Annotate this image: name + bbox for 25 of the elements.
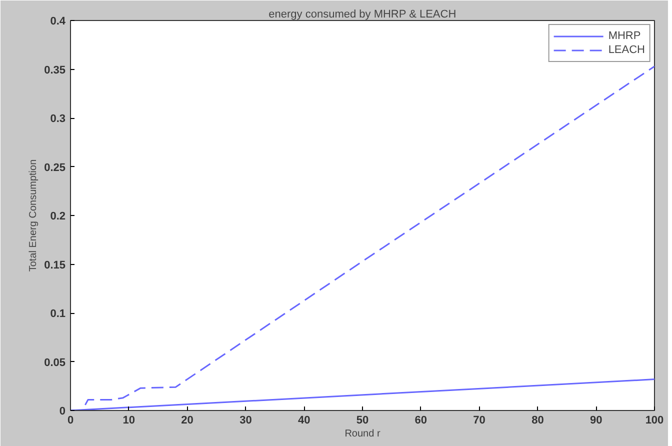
x-tick-label: 50 <box>356 414 369 426</box>
y-tick-label: 0.1 <box>50 308 66 320</box>
x-tick-label: 40 <box>298 414 310 426</box>
chart-title: energy consumed by MHRP & LEACH <box>268 8 456 20</box>
y-tick-label: 0.2 <box>50 210 66 222</box>
y-tick-label: 0.4 <box>50 16 66 28</box>
y-tick-label: 0.05 <box>44 356 66 369</box>
x-tick-label: 100 <box>645 414 664 426</box>
x-axis-title: Round r <box>344 428 381 440</box>
y-tick-label: 0 <box>59 406 66 418</box>
x-tick-label: 70 <box>473 414 486 426</box>
legend-label: MHRP <box>608 29 641 43</box>
x-tick-label: 20 <box>181 414 194 426</box>
x-tick-label: 30 <box>240 414 252 426</box>
y-tick-label: 0.25 <box>44 162 66 174</box>
x-tick-label: 10 <box>122 414 136 426</box>
y-tick-label: 0.35 <box>44 64 66 76</box>
x-tick-label: 0 <box>67 414 74 426</box>
legend-label: LEACH <box>608 43 645 57</box>
y-axis-title: Total Energ Consumption <box>28 159 40 272</box>
x-tick-label: 60 <box>414 414 428 426</box>
y-tick-label: 0.3 <box>50 113 66 125</box>
x-tick-label: 80 <box>532 414 544 426</box>
y-tick-label: 0.15 <box>44 259 66 272</box>
x-tick-label: 90 <box>590 414 602 426</box>
